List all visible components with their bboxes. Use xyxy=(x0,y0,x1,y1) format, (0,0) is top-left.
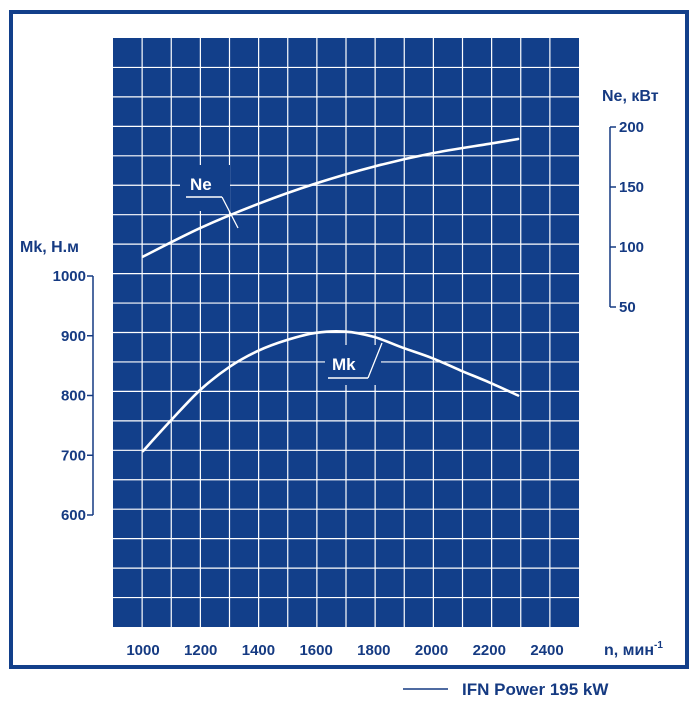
left-axis-title: Mk, Н.м xyxy=(20,239,79,256)
legend-label: IFN Power 195 kW xyxy=(462,680,609,699)
x-axis: 1000 1200 1400 1600 1800 2000 2200 2400 xyxy=(126,642,563,659)
series-mk-line xyxy=(141,329,520,453)
left-axis-tick-label: 1000 xyxy=(53,268,86,285)
series-ne-label: Ne xyxy=(190,175,212,194)
outer-frame xyxy=(9,10,689,669)
right-axis: 200 150 100 50 xyxy=(609,119,644,316)
right-axis-title: Ne, кВт xyxy=(602,88,659,105)
x-axis-tick-label: 1800 xyxy=(357,642,390,659)
curves xyxy=(141,137,520,453)
x-axis-tick-label: 1400 xyxy=(242,642,275,659)
curve-labels: Ne Mk xyxy=(180,165,383,385)
x-axis-tick-label: 1000 xyxy=(126,642,159,659)
series-mk-label: Mk xyxy=(332,355,356,374)
x-axis-tick-label: 1600 xyxy=(299,642,332,659)
x-axis-tick-label: 1200 xyxy=(184,642,217,659)
legend: IFN Power 195 kW xyxy=(403,680,609,699)
x-axis-title-superscript: -1 xyxy=(654,640,663,651)
grid xyxy=(113,38,579,627)
x-axis-tick-label: 2000 xyxy=(415,642,448,659)
right-axis-tick-label: 50 xyxy=(619,299,636,316)
x-axis-tick-label: 2200 xyxy=(473,642,506,659)
series-ne-line xyxy=(141,137,520,258)
right-axis-tick-label: 150 xyxy=(619,179,644,196)
left-axis-tick-label: 700 xyxy=(61,447,86,464)
left-axis-tick-label: 600 xyxy=(61,507,86,524)
x-axis-title-main: n, мин xyxy=(604,642,654,659)
right-axis-tick-label: 200 xyxy=(619,119,644,136)
series-ne-label-box xyxy=(180,165,230,211)
series-mk-label-leader xyxy=(367,342,383,379)
x-axis-tick-label: 2400 xyxy=(530,642,563,659)
left-axis: 1000 900 800 700 600 xyxy=(53,268,94,524)
x-axis-title: n, мин-1 xyxy=(604,640,663,659)
right-axis-tick-label: 100 xyxy=(619,239,644,256)
series-ne-label-leader xyxy=(221,196,239,229)
left-axis-tick-label: 900 xyxy=(61,328,86,345)
left-axis-tick-label: 800 xyxy=(61,388,86,405)
